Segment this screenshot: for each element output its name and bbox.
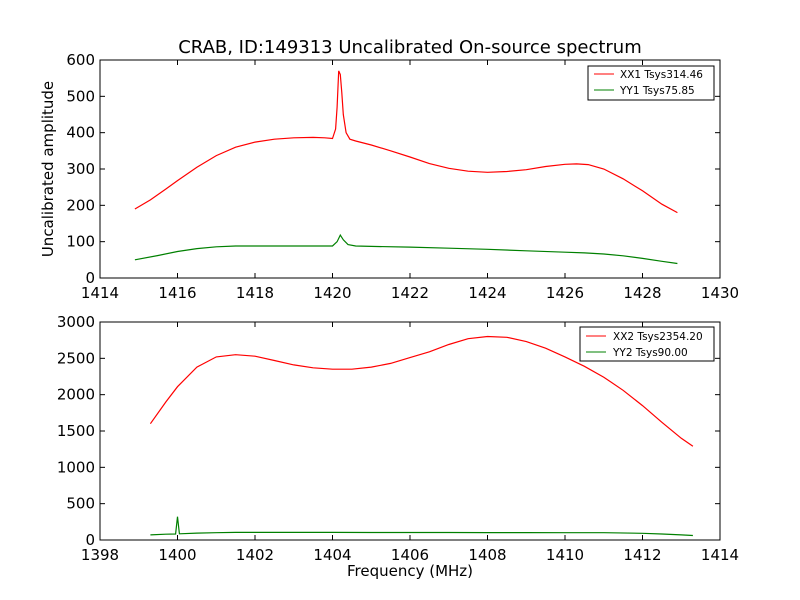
top-x-tick-label: 1420 [313, 284, 351, 302]
bottom-legend: XX2 Tsys2354.20 YY2 Tsys90.00 [579, 326, 715, 362]
top-x-tick-label: 1426 [546, 284, 584, 302]
bottom-x-tick-label: 1412 [623, 546, 661, 564]
bottom-y-tick-label: 3000 [57, 313, 95, 331]
bottom-legend-label-1: XX2 Tsys2354.20 [613, 331, 703, 343]
bottom-x-tick-label: 1398 [81, 546, 119, 564]
top-x-tick-label: 1418 [236, 284, 274, 302]
top-x-tick-label: 1422 [391, 284, 429, 302]
bottom-x-tick-label: 1404 [313, 546, 351, 564]
top-legend-label-1: XX1 Tsys314.46 [620, 69, 703, 81]
top-x-tick-label: 1416 [158, 284, 196, 302]
bottom-y-tick-label: 500 [66, 495, 95, 513]
top-series-line-2 [134, 233, 678, 265]
top-y-tick-label: 300 [66, 160, 95, 178]
top-x-tick-label: 1424 [468, 284, 506, 302]
top-x-tick-label: 1414 [81, 284, 119, 302]
bottom-legend-label-2: YY2 Tsys90.00 [612, 347, 688, 359]
top-x-tick-label: 1430 [701, 284, 739, 302]
top-x-tick-label: 1428 [623, 284, 661, 302]
bottom-series-line-2 [150, 516, 693, 537]
bottom-x-tick-label: 1406 [391, 546, 429, 564]
bottom-legend-box [579, 326, 715, 362]
bottom-x-tick-label: 1414 [701, 546, 739, 564]
top-legend: XX1 Tsys314.46 YY1 Tsys75.85 [587, 65, 715, 101]
top-y-tick-label: 600 [66, 51, 95, 69]
bottom-y-tick-label: 1500 [57, 422, 95, 440]
top-ticks: 1414 1416 1418 1420 1422 1424 1426 1428 1430 0 100… [66, 51, 739, 302]
bottom-x-tick-label: 1400 [158, 546, 196, 564]
bottom-y-tick-label: 1000 [57, 458, 95, 476]
chart-title: CRAB, ID:149313 Uncalibrated On-source s… [178, 37, 642, 58]
top-legend-box [587, 65, 715, 101]
top-y-tick-label: 400 [66, 124, 95, 142]
top-y-tick-label: 100 [66, 233, 95, 251]
bottom-x-axis-label: Frequency (MHz) [347, 562, 473, 580]
bottom-panel: 1398 1400 1402 1404 1406 1408 1410 1412 1414 0 500… [57, 313, 739, 580]
top-y-tick-label: 500 [66, 87, 95, 105]
bottom-series-line-1 [149, 335, 694, 447]
bottom-ticks: 1398 1400 1402 1404 1406 1408 1410 1412 1414 0 500… [57, 313, 739, 564]
top-y-tick-label: 200 [66, 196, 95, 214]
top-panel: 1414 1416 1418 1420 1422 1424 1426 1428 1430 0 100… [39, 51, 739, 302]
top-y-tick-label: 0 [85, 269, 95, 287]
top-series-line-1 [134, 70, 678, 214]
bottom-y-tick-label: 0 [85, 531, 95, 549]
bottom-x-tick-label: 1408 [468, 546, 506, 564]
bottom-series-group [149, 335, 694, 537]
bottom-x-tick-label: 1410 [546, 546, 584, 564]
bottom-x-tick-label: 1402 [236, 546, 274, 564]
top-y-axis-label: Uncalibrated amplitude [39, 81, 57, 257]
top-legend-label-2: YY1 Tsys75.85 [619, 85, 695, 97]
bottom-y-tick-label: 2500 [57, 349, 95, 367]
top-series-group [134, 70, 678, 265]
bottom-y-tick-label: 2000 [57, 386, 95, 404]
